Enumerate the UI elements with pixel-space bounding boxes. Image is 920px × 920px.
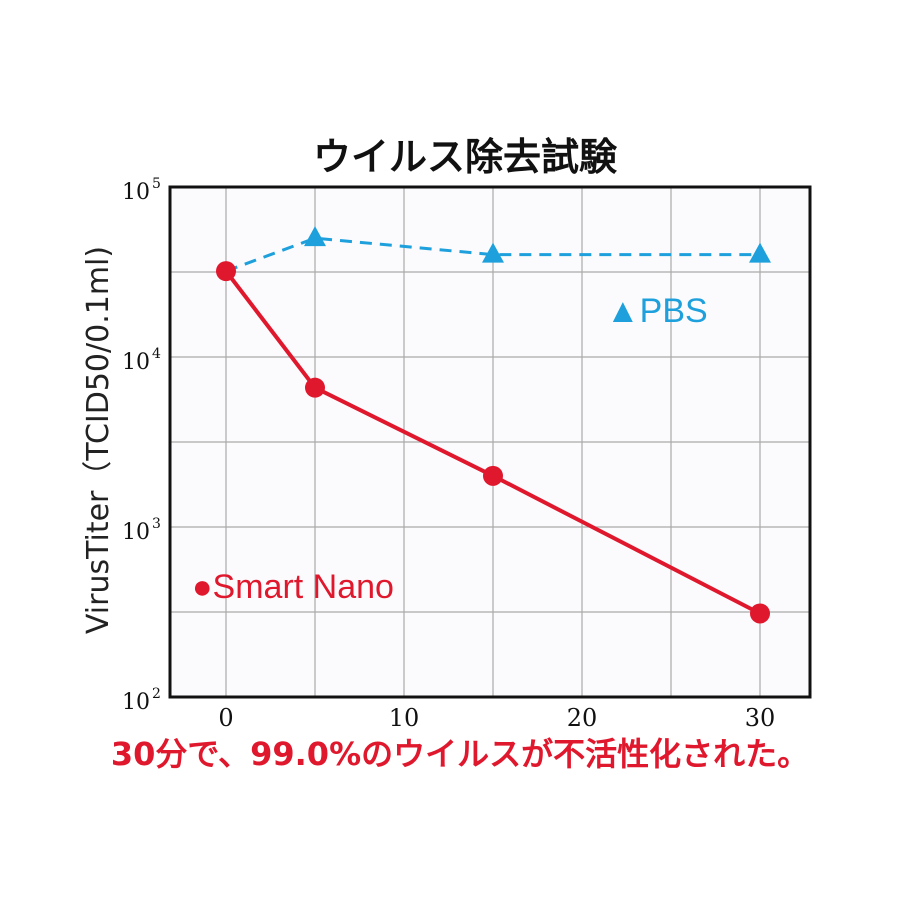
- x-tick-label: 10: [389, 704, 420, 732]
- series-line-smart-nano: [224, 269, 761, 616]
- y-tick-exponent: 4: [152, 346, 161, 362]
- data-point-smart-nano: [750, 603, 770, 624]
- x-tick-label: 20: [567, 704, 598, 732]
- chart-title: ウイルス除去試験: [313, 135, 618, 179]
- y-tick-label: 10: [122, 520, 150, 545]
- series-layer: [216, 226, 771, 624]
- series-line-pbs: [225, 236, 760, 273]
- data-point-pbs: [749, 242, 771, 263]
- x-tick-label: 30: [745, 704, 776, 732]
- y-tick-exponent: 2: [152, 686, 161, 702]
- data-point-smart-nano: [216, 261, 236, 282]
- y-axis-label: VirusTiter（TCID50/0.1ml): [81, 246, 116, 634]
- legend-pbs: ▲PBS: [606, 292, 708, 330]
- data-point-smart-nano: [483, 465, 503, 486]
- y-tick-label: 10: [122, 350, 150, 375]
- y-tick-exponent: 3: [152, 516, 161, 532]
- data-point-pbs: [304, 226, 326, 247]
- legend-smart-nano: ●Smart Nano: [192, 568, 394, 606]
- y-tick-label: 10: [122, 690, 150, 715]
- plot-frame: [168, 185, 812, 699]
- y-tick-label: 10: [122, 180, 150, 205]
- result-caption: 30分で、99.0%のウイルスが不活性化された。: [111, 735, 809, 773]
- data-point-smart-nano: [305, 377, 325, 398]
- y-tick-exponent: 5: [152, 176, 161, 192]
- x-tick-label: 0: [218, 704, 233, 732]
- data-point-pbs: [482, 242, 504, 263]
